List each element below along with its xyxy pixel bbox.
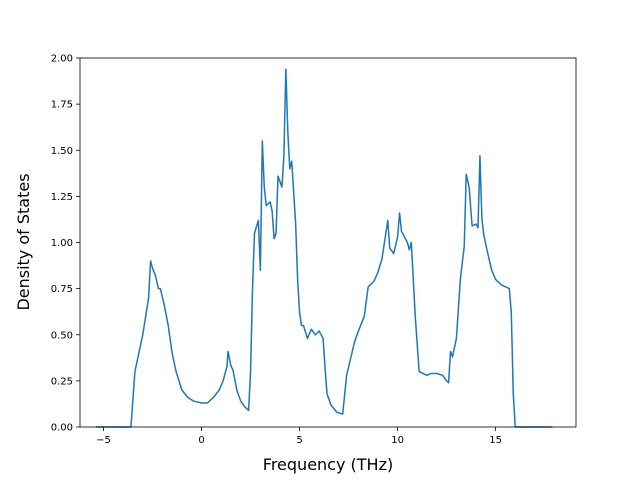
x-tick-label: −5	[96, 435, 111, 446]
y-axis: 0.00 0.25 0.50 0.75 1.00 1.25 1.50 1.75 2.00	[51, 54, 80, 434]
x-axis: −5 0 5 10 15	[96, 427, 502, 446]
y-tick-label: 0.25	[51, 376, 73, 387]
x-tick-label: 10	[391, 435, 404, 446]
x-axis-label: Frequency (THz)	[263, 455, 393, 474]
plot-frame	[79, 57, 577, 428]
plot-area	[95, 68, 553, 428]
y-tick-label: 1.25	[51, 192, 73, 203]
x-tick-label: 0	[198, 435, 204, 446]
y-tick-label: 0.75	[51, 284, 73, 295]
x-tick-label: 5	[296, 435, 302, 446]
dos-curve	[95, 68, 553, 428]
y-tick-label: 1.75	[51, 100, 73, 111]
y-tick-label: 2.00	[51, 54, 73, 65]
y-tick-label: 0.50	[51, 330, 73, 341]
y-axis-label: Density of States	[14, 173, 33, 310]
x-tick-label: 15	[489, 435, 502, 446]
y-tick-label: 0.00	[51, 423, 73, 434]
y-tick-label: 1.50	[51, 146, 73, 157]
y-tick-label: 1.00	[51, 238, 73, 249]
